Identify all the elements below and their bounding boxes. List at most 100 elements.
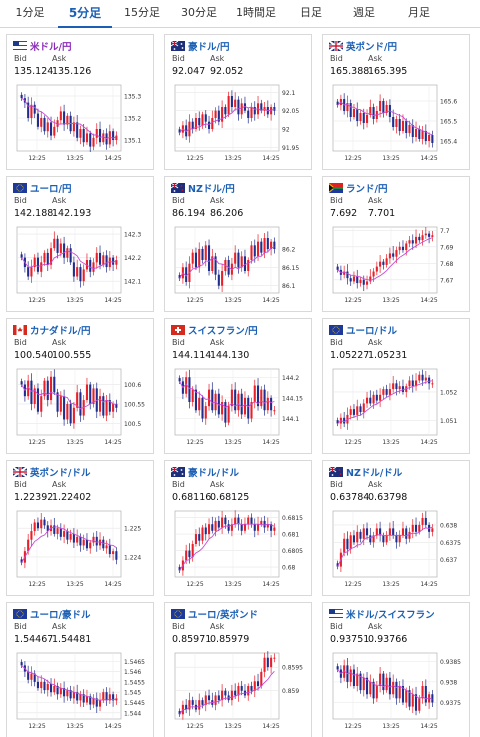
candle-body (214, 256, 217, 275)
fx-card[interactable]: 米ドル/円 Bid Ask 135.124 135.126 135.3 135.2 135.1… (6, 34, 154, 170)
fx-card[interactable]: NZドル/ドル Bid Ask 0.63784 0.63798 0.638 0.6375 0.… (322, 460, 470, 596)
tab-timeframe-1[interactable]: 5分足 (58, 0, 112, 28)
x-tick-label: 14:25 (104, 155, 121, 162)
pair-title-link[interactable]: 米ドル/スイスフラン (329, 607, 435, 621)
candle-body (343, 271, 346, 275)
pair-title-link[interactable]: NZドル/円 (171, 181, 235, 195)
candlestick-chart: 0.6815 0.681 0.6805 0.68 12:25 13:25 14:25 (174, 510, 303, 588)
tab-timeframe-7[interactable]: 月足 (408, 6, 430, 19)
tab-timeframe-3[interactable]: 30分足 (181, 6, 217, 19)
candle-body (395, 250, 398, 257)
candle-body (40, 262, 43, 272)
y-tick-label: 1.5465 (124, 659, 145, 666)
candlestick-chart: 165.6 165.5 165.4 12:25 13:25 14:25 (332, 84, 457, 162)
candle-body (352, 409, 356, 415)
candle-body (188, 377, 191, 402)
pair-title-link[interactable]: 英ポンド/円 (329, 39, 397, 53)
fx-card[interactable]: NZドル/円 Bid Ask 86.194 86.206 86.2 86.15 86.1 12:… (164, 176, 312, 312)
candle-body (421, 517, 424, 525)
candle-body (59, 396, 62, 412)
candle-body (385, 105, 388, 113)
candle-body (372, 681, 375, 699)
candle-body (263, 520, 266, 528)
pair-title-link[interactable]: カナダドル/円 (13, 323, 90, 337)
candle-body (105, 545, 108, 549)
bid-label: Bid (330, 196, 343, 205)
pair-title-link[interactable]: ランド/円 (329, 181, 387, 195)
candle-body (56, 686, 59, 695)
candle-body (105, 255, 108, 268)
y-tick-label: 1.225 (124, 526, 141, 533)
tab-timeframe-0[interactable]: 1分足 (15, 6, 45, 19)
fx-card[interactable]: ユーロ/英ポンド Bid Ask 0.85971 0.85979 0.8595 0.859 1… (164, 602, 312, 737)
candle-body (211, 389, 214, 411)
candle-body (401, 386, 405, 392)
pair-name: ランド/円 (346, 184, 388, 195)
ask-label: Ask (210, 196, 225, 205)
x-tick-label: 13:25 (66, 155, 83, 162)
x-tick-label: 13:25 (382, 155, 399, 162)
candle-body (56, 238, 59, 253)
candle-body (49, 683, 53, 693)
bid-price: 144.114 (172, 350, 212, 361)
fx-card[interactable]: 英ポンド/ドル Bid Ask 1.22392 1.22402 1.225 1.224 12:… (6, 460, 154, 596)
tab-timeframe-2[interactable]: 15分足 (124, 6, 160, 19)
candle-body (352, 669, 356, 686)
candle-body (379, 673, 382, 686)
candle-body (346, 103, 349, 111)
pair-title-link[interactable]: NZドル/ドル (329, 465, 402, 479)
candle-body (185, 377, 188, 394)
candle-body (237, 517, 240, 525)
fx-card[interactable]: 豪ドル/円 Bid Ask 92.047 92.052 92.1 92.05 92 91.95 1… (164, 34, 312, 170)
pair-title-link[interactable]: 豪ドル/ドル (171, 465, 239, 479)
y-tick-label: 1.052 (440, 389, 457, 396)
ask-price: 100.555 (52, 350, 92, 361)
pair-title-link[interactable]: スイスフラン/円 (171, 323, 258, 337)
ask-price: 0.63798 (368, 492, 408, 503)
fx-card[interactable]: 米ドル/スイスフラン Bid Ask 0.93751 0.93766 0.9385 0.93… (322, 602, 470, 737)
fx-card[interactable]: ユーロ/円 Bid Ask 142.188 142.193 142.3 142.2 142.1… (6, 176, 154, 312)
pair-title-link[interactable]: ユーロ/ドル (329, 323, 397, 337)
pair-title-link[interactable]: 米ドル/円 (13, 39, 71, 53)
candle-body (431, 528, 434, 532)
pair-title-link[interactable]: 豪ドル/円 (171, 39, 229, 53)
fx-card[interactable]: ユーロ/豪ドル Bid Ask 1.54467 1.54481 1.5465 1.546 1.… (6, 602, 154, 737)
fx-card[interactable]: カナダドル/円 Bid Ask 100.540 100.555 100.6 100.55 10… (6, 318, 154, 454)
candle-body (115, 135, 118, 140)
candlestick-chart: 92.1 92.05 92 91.95 12:25 13:25 14:25 (174, 84, 299, 162)
x-tick-label: 14:25 (262, 439, 279, 446)
candle-body (256, 524, 260, 531)
x-tick-label: 12:25 (186, 581, 203, 588)
fx-card[interactable]: 豪ドル/ドル Bid Ask 0.68116 0.68125 0.6815 0.681 0.6… (164, 460, 312, 596)
pair-title-link[interactable]: ユーロ/英ポンド (171, 607, 258, 621)
moving-average-line (179, 106, 275, 133)
candlestick-chart: 1.225 1.224 12:25 13:25 14:25 (16, 510, 141, 588)
us-flag-icon (329, 609, 343, 619)
candle-body (27, 267, 30, 277)
ask-price: 7.701 (368, 208, 396, 219)
fx-card[interactable]: 英ポンド/円 Bid Ask 165.388 165.395 165.6 165.5 165.… (322, 34, 470, 170)
fx-card[interactable]: スイスフラン/円 Bid Ask 144.114 144.130 144.2 144.15 1… (164, 318, 312, 454)
nz-flag-icon (329, 467, 343, 477)
candle-body (260, 520, 263, 525)
candle-body (72, 262, 75, 277)
tab-timeframe-6[interactable]: 週足 (353, 6, 375, 19)
pair-title-link[interactable]: ユーロ/豪ドル (13, 607, 90, 621)
pair-title-link[interactable]: 英ポンド/ドル (13, 465, 90, 479)
candle-body (270, 397, 273, 411)
pair-title-link[interactable]: ユーロ/円 (13, 181, 71, 195)
fx-card[interactable]: ユーロ/ドル Bid Ask 1.05227 1.05231 1.052 1.051 12:2… (322, 318, 470, 454)
candle-body (79, 392, 82, 416)
bid-label: Bid (330, 54, 343, 63)
tab-timeframe-5[interactable]: 日足 (300, 6, 322, 19)
ask-price: 86.206 (210, 208, 244, 219)
candle-body (201, 114, 204, 126)
tab-timeframe-4[interactable]: 1時間足 (236, 6, 276, 19)
candle-body (191, 389, 194, 402)
fx-card[interactable]: ランド/円 Bid Ask 7.692 7.701 7.7 7.69 7.68 7.67 12:2… (322, 176, 470, 312)
eu-flag-icon (329, 325, 343, 335)
moving-average-line (179, 381, 275, 408)
candle-body (98, 539, 102, 546)
candle-body (243, 256, 247, 271)
candle-body (56, 528, 59, 534)
